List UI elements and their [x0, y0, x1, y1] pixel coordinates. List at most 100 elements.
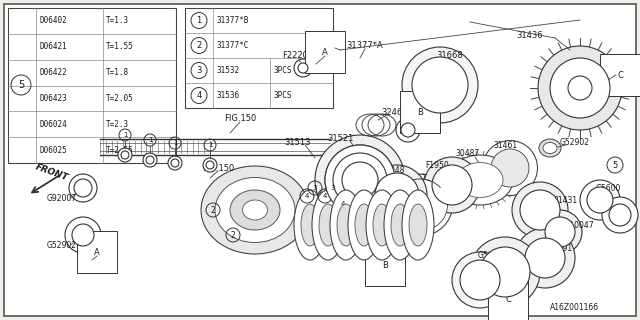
Text: 31436: 31436 [516, 30, 543, 39]
Text: FIG.150: FIG.150 [224, 114, 256, 123]
Ellipse shape [539, 139, 561, 157]
Text: 2: 2 [196, 41, 202, 50]
Ellipse shape [409, 204, 427, 246]
Text: B: B [417, 108, 423, 116]
Circle shape [587, 187, 613, 213]
Ellipse shape [373, 204, 391, 246]
Ellipse shape [543, 142, 557, 154]
Text: 5: 5 [612, 161, 618, 170]
Ellipse shape [402, 190, 434, 260]
Text: D06024: D06024 [39, 120, 67, 129]
Text: 31377*C: 31377*C [216, 41, 248, 50]
Ellipse shape [384, 190, 416, 260]
Circle shape [580, 180, 620, 220]
Circle shape [538, 210, 582, 254]
Ellipse shape [330, 190, 362, 260]
Text: 31567: 31567 [403, 173, 427, 182]
Circle shape [460, 260, 500, 300]
Text: F2220: F2220 [282, 51, 308, 60]
Text: C: C [617, 70, 623, 79]
Circle shape [367, 165, 427, 225]
Text: 31377*A: 31377*A [347, 41, 383, 50]
Circle shape [72, 224, 94, 246]
Circle shape [396, 118, 420, 142]
Text: F10048: F10048 [376, 165, 404, 174]
Text: 3: 3 [331, 185, 335, 191]
Ellipse shape [392, 179, 447, 231]
Text: D06402: D06402 [39, 16, 67, 25]
Ellipse shape [294, 190, 326, 260]
Text: G52902: G52902 [560, 138, 590, 147]
Ellipse shape [319, 204, 337, 246]
Text: 31513: 31513 [285, 138, 311, 147]
Text: T=2.3: T=2.3 [106, 120, 129, 129]
Circle shape [143, 153, 157, 167]
Text: 31668: 31668 [436, 51, 463, 60]
Text: T=2.05: T=2.05 [106, 94, 134, 103]
Text: F0440: F0440 [417, 114, 443, 123]
Text: 4: 4 [341, 201, 345, 207]
Circle shape [335, 155, 385, 205]
Text: 3: 3 [313, 185, 317, 191]
Circle shape [424, 157, 480, 213]
Text: FRONT: FRONT [35, 163, 70, 183]
Text: G5600: G5600 [595, 183, 621, 193]
Text: 1: 1 [173, 140, 177, 146]
Circle shape [298, 63, 308, 73]
Text: T=1.3: T=1.3 [106, 16, 129, 25]
Text: D06025: D06025 [39, 146, 67, 155]
Text: 31491: 31491 [548, 244, 572, 252]
Ellipse shape [201, 166, 309, 254]
Circle shape [401, 123, 415, 137]
FancyBboxPatch shape [4, 4, 636, 316]
Text: 30487: 30487 [456, 148, 480, 157]
Ellipse shape [387, 174, 452, 236]
Circle shape [512, 182, 568, 238]
Circle shape [325, 145, 395, 215]
Circle shape [452, 252, 508, 308]
Circle shape [568, 76, 592, 100]
Text: C: C [505, 295, 511, 305]
Ellipse shape [457, 163, 503, 197]
Ellipse shape [337, 204, 355, 246]
Circle shape [558, 66, 602, 110]
Text: A: A [94, 247, 100, 257]
Ellipse shape [366, 190, 398, 260]
Circle shape [74, 179, 92, 197]
Circle shape [550, 58, 610, 118]
Text: G92007: G92007 [47, 194, 77, 203]
Text: 31377*B: 31377*B [216, 16, 248, 25]
Text: G5600: G5600 [477, 251, 502, 260]
Bar [185, 8, 333, 108]
Text: 3: 3 [196, 66, 202, 75]
Text: D06423: D06423 [39, 94, 67, 103]
Text: F10047: F10047 [566, 220, 595, 229]
Circle shape [206, 161, 214, 169]
Text: 1: 1 [148, 137, 152, 143]
Text: 2: 2 [211, 205, 216, 214]
Ellipse shape [391, 204, 409, 246]
Text: A: A [322, 47, 328, 57]
Circle shape [69, 174, 97, 202]
Circle shape [325, 145, 395, 215]
Ellipse shape [230, 190, 280, 230]
Circle shape [432, 165, 472, 205]
Circle shape [545, 217, 575, 247]
Ellipse shape [312, 190, 344, 260]
Text: 1: 1 [196, 16, 202, 25]
Circle shape [121, 151, 129, 159]
Circle shape [203, 158, 217, 172]
Circle shape [515, 228, 575, 288]
Circle shape [168, 156, 182, 170]
Text: 31521: 31521 [327, 133, 353, 142]
Text: F1950: F1950 [425, 161, 449, 170]
Circle shape [520, 190, 560, 230]
Text: A16Z001166: A16Z001166 [550, 303, 600, 313]
Ellipse shape [447, 155, 513, 205]
Text: 31536: 31536 [216, 91, 239, 100]
Text: B: B [382, 260, 388, 269]
Text: 5: 5 [18, 80, 24, 90]
Circle shape [609, 204, 631, 226]
Bar [8, 8, 176, 163]
Text: 3PCS: 3PCS [273, 91, 291, 100]
